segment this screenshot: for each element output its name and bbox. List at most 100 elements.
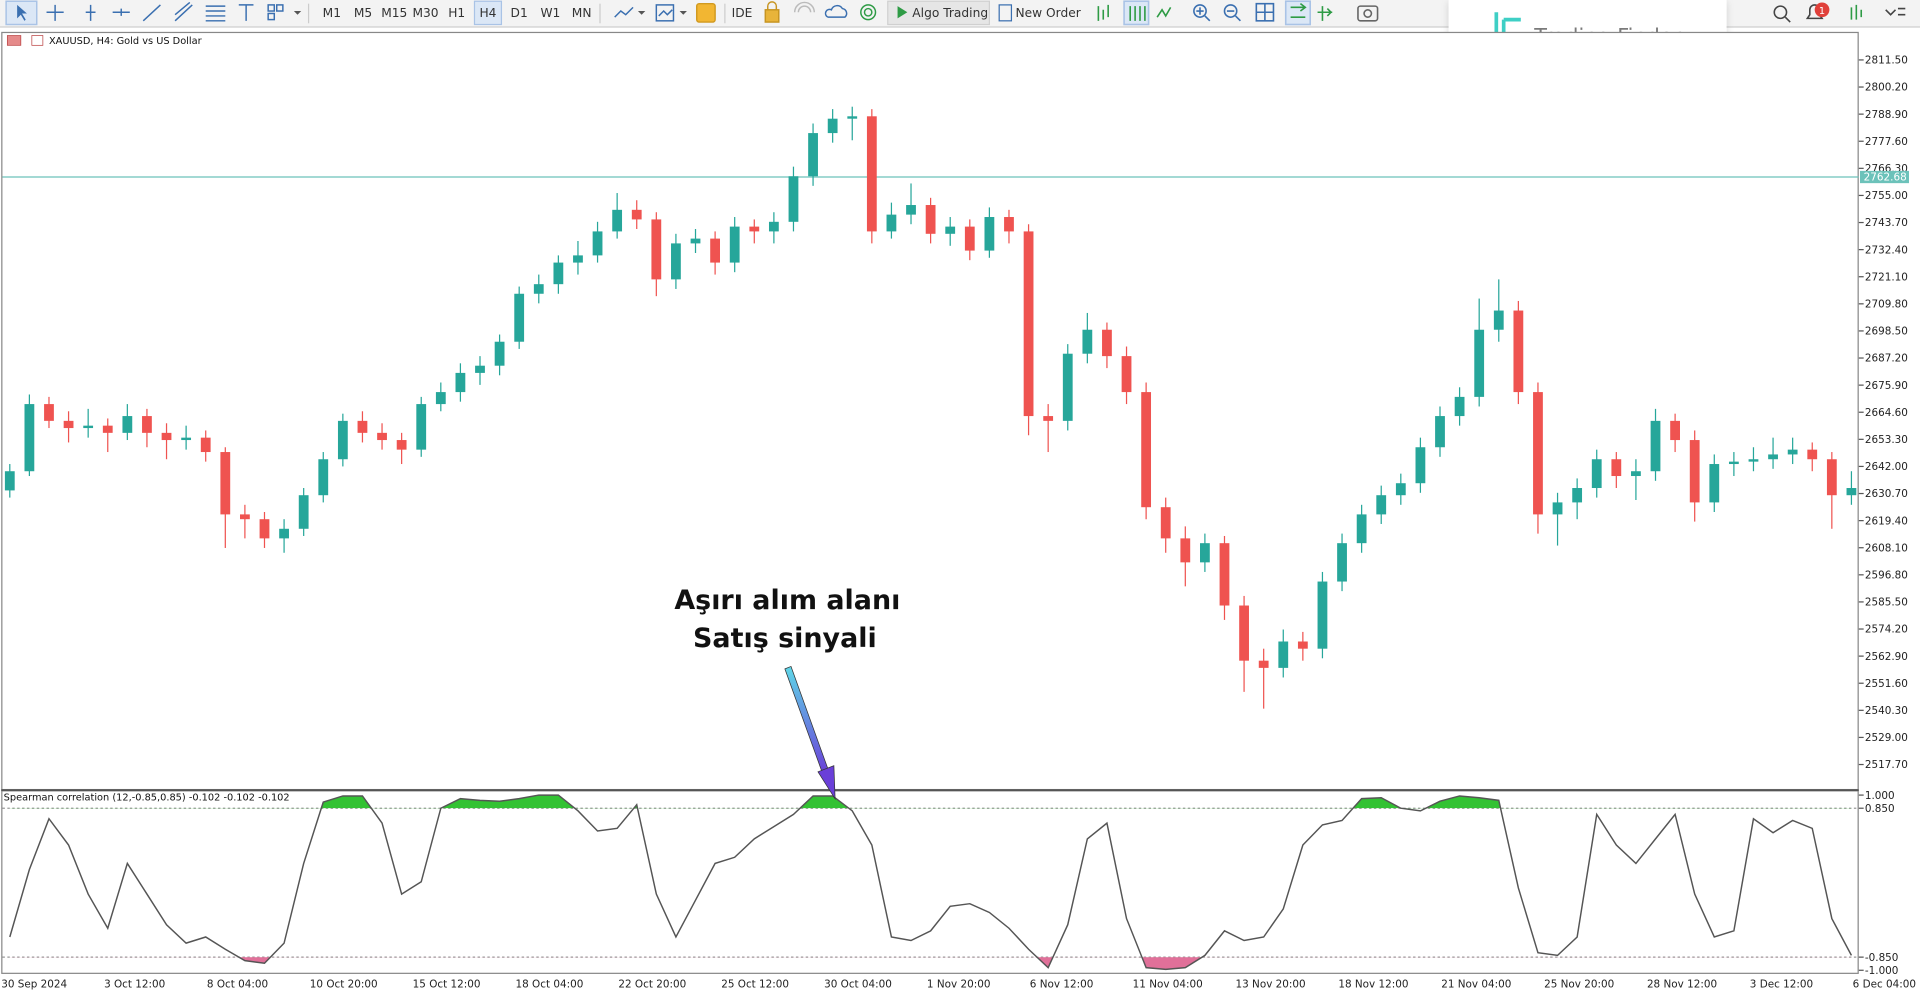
x-tick-label: 3 Dec 12:00 [1750, 978, 1813, 990]
timeframe-button[interactable]: M5 [354, 6, 372, 20]
y-tick-label: 2517.70 [1865, 759, 1908, 771]
timeframe-button[interactable]: H4 [479, 6, 496, 20]
candle-body [161, 432, 172, 441]
timeframe-button[interactable]: W1 [540, 6, 560, 20]
chart-tools[interactable] [614, 2, 716, 23]
candle-body [1552, 502, 1563, 515]
candle-body [1395, 483, 1406, 496]
candle-body [1376, 495, 1387, 515]
candle-body [1062, 353, 1073, 421]
candle-body [279, 528, 289, 539]
symbol-label: XAUUSD, H4: Gold vs US Dollar [49, 36, 203, 47]
candle-body [925, 205, 936, 234]
candle-body [1160, 507, 1171, 539]
candle-body [142, 416, 152, 433]
candle-body [1474, 329, 1485, 397]
y-tick-label: 2596.80 [1865, 570, 1908, 582]
y-tick-label: 2811.50 [1865, 55, 1908, 67]
drawing-tools[interactable] [5, 0, 302, 26]
candle-body [1278, 641, 1289, 668]
x-tick-label: 3 Oct 12:00 [104, 978, 165, 990]
candle-body [1454, 396, 1465, 417]
candle-body [1317, 581, 1328, 649]
candle-body [83, 425, 94, 429]
candle-body [1180, 538, 1191, 563]
candle-body [1826, 459, 1837, 496]
candle-body [1748, 459, 1759, 462]
candle-body [866, 116, 877, 232]
candle-body [984, 217, 995, 251]
candle-body [1356, 514, 1367, 544]
candle-body [788, 176, 799, 222]
x-tick-label: 18 Oct 04:00 [516, 978, 584, 990]
algo-trading-button[interactable] [887, 0, 990, 26]
timeframe-button[interactable]: M15 [381, 6, 407, 20]
y-tick-label: 2732.40 [1865, 244, 1908, 256]
candle-body [416, 404, 427, 450]
indicator-line [9, 794, 1853, 971]
x-tick-label: 11 Nov 04:00 [1133, 978, 1203, 990]
candle-body [1591, 459, 1602, 489]
candle-body [44, 404, 54, 421]
timeframe-button[interactable]: M30 [412, 6, 438, 20]
candle-body [1689, 440, 1700, 503]
candle-body [494, 341, 505, 366]
candle-body [102, 425, 113, 433]
candle-body [1611, 459, 1622, 477]
candle-body [1435, 416, 1445, 448]
candle-body [1572, 488, 1583, 503]
y-tick-label: 2709.80 [1865, 299, 1908, 311]
timeframe-button[interactable]: M1 [323, 6, 341, 20]
y-tick-label: 2743.70 [1865, 217, 1908, 229]
ide-button[interactable]: IDE [732, 6, 753, 20]
candle-body [1102, 329, 1112, 357]
candle-body [1807, 449, 1818, 460]
timeframe-button[interactable]: D1 [511, 6, 528, 20]
candle-body [847, 116, 858, 119]
candle-body [1297, 641, 1308, 649]
chart-type-tools[interactable] [1097, 0, 1379, 26]
misc-tools[interactable] [764, 1, 877, 23]
candle-body [181, 437, 192, 441]
notification-badge [1814, 2, 1830, 18]
x-tick-label: 30 Sep 2024 [1, 978, 67, 990]
candle-body [1239, 605, 1249, 661]
candle-body [1533, 392, 1543, 515]
candle-body [1631, 471, 1641, 477]
candle-body [690, 238, 701, 244]
x-tick-label: 1 Nov 20:00 [927, 978, 991, 990]
candle-body [827, 118, 838, 134]
candle-body [1258, 660, 1269, 668]
candle-body [1709, 464, 1720, 503]
y-tick-label: 2540.30 [1865, 705, 1908, 717]
right-tools[interactable] [1773, 4, 1906, 23]
timeframe-button[interactable]: MN [572, 6, 592, 20]
candle-body [1650, 420, 1661, 472]
timeframe-button[interactable]: H1 [448, 6, 465, 20]
notification-count: 1 [1819, 6, 1825, 17]
y-tick-label: 2721.10 [1865, 271, 1908, 283]
candle-body [337, 420, 348, 460]
current-price-box [1860, 170, 1909, 184]
candle-body [240, 514, 250, 520]
x-tick-label: 10 Oct 20:00 [310, 978, 378, 990]
timeframe-bar: M1 M5 M15 M30 H1 H4 D1 W1 MN [323, 0, 592, 26]
new-order-button[interactable]: New Order [1015, 6, 1081, 20]
candle-body [1493, 310, 1504, 330]
candle-body [377, 432, 387, 441]
y-tick-label: 2574.20 [1865, 624, 1908, 636]
candle-body [1846, 488, 1857, 496]
candle-body [533, 284, 544, 294]
algo-trading-label[interactable]: Algo Trading [912, 6, 988, 20]
candle-body [671, 243, 681, 280]
candle-body [592, 231, 603, 256]
candle-body [808, 133, 818, 177]
annotation-arrow [784, 665, 836, 801]
y-tick-label: 2619.40 [1865, 515, 1908, 527]
x-tick-label: 28 Nov 12:00 [1647, 978, 1717, 990]
play-icon [897, 6, 908, 19]
candle-body [435, 392, 446, 405]
candle-body [318, 459, 329, 496]
y-tick-label: 2755.00 [1865, 190, 1908, 202]
new-order-icon [998, 4, 1013, 22]
